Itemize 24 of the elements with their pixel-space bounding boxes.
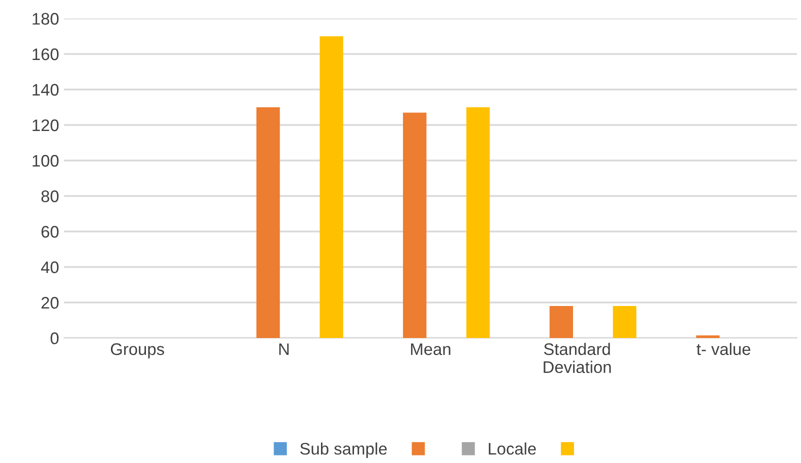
y-tick-label: 160 bbox=[32, 48, 59, 60]
y-tick-label: 0 bbox=[50, 332, 59, 344]
legend-label: Sub sample bbox=[300, 442, 387, 458]
y-tick-label: 40 bbox=[41, 261, 59, 274]
bar bbox=[550, 306, 574, 338]
x-tick-label: Groups bbox=[110, 343, 164, 358]
y-tick-label: 60 bbox=[42, 226, 59, 238]
y-tick-label: 80 bbox=[41, 190, 59, 202]
bar bbox=[402, 112, 426, 338]
bar bbox=[320, 36, 344, 338]
x-tick-label: Standard Deviation bbox=[544, 342, 611, 374]
y-tick-label: 100 bbox=[32, 154, 59, 167]
bar bbox=[696, 335, 720, 338]
y-tick-label: 140 bbox=[32, 84, 59, 96]
x-tick-label: N bbox=[279, 343, 289, 355]
y-tick-label: 120 bbox=[32, 119, 59, 132]
bar bbox=[256, 107, 280, 338]
bar bbox=[466, 107, 490, 338]
x-tick-label: Mean bbox=[411, 343, 450, 356]
y-tick-label: 20 bbox=[42, 296, 59, 309]
legend-label: Locale bbox=[488, 442, 536, 455]
y-tick-label: 180 bbox=[32, 12, 59, 25]
x-tick-label: t- value bbox=[696, 342, 750, 356]
bar bbox=[612, 306, 636, 338]
